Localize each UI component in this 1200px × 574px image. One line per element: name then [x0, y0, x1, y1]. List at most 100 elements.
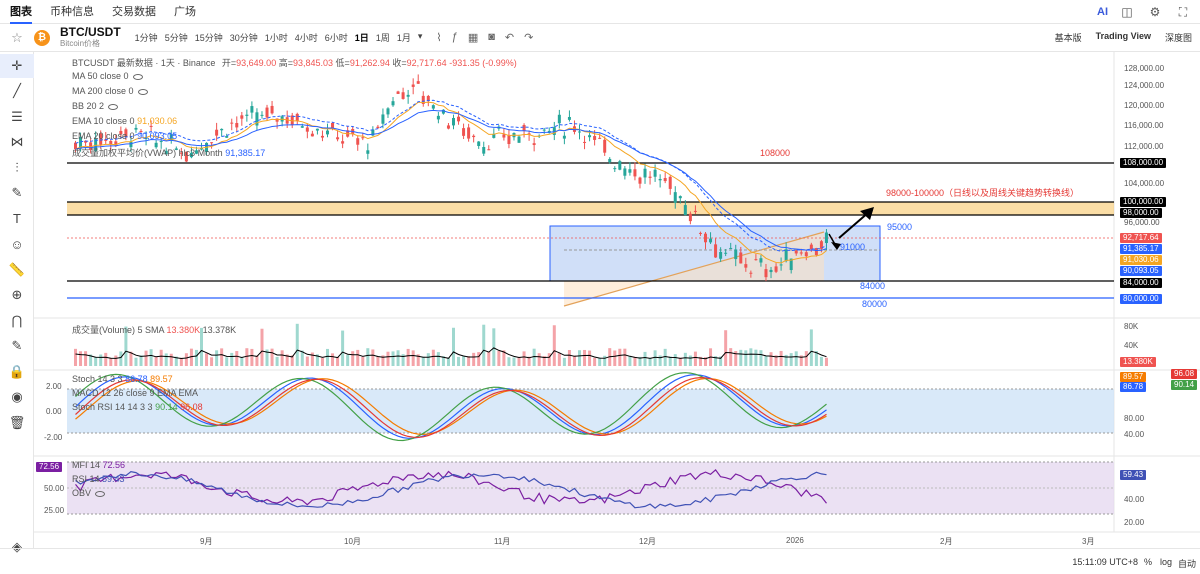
interval-1d[interactable]: 1日 [354, 33, 369, 43]
undo-icon[interactable]: ↶ [504, 32, 515, 44]
settings-icon[interactable]: ⚙ [1149, 5, 1161, 19]
volume-bar [799, 355, 803, 366]
ma200-legend[interactable]: MA 200 close 0 [72, 86, 148, 96]
interval-1h[interactable]: 1小时 [264, 33, 288, 43]
candle-body [220, 128, 224, 131]
chart-area[interactable]: BTCUSDT 最新数据 · 1天 · Binance 开=93,649.00 … [34, 52, 1200, 548]
screenshot-icon[interactable]: ◙ [488, 31, 495, 43]
ma50-legend[interactable]: MA 50 close 0 [72, 71, 143, 81]
measure-icon[interactable]: ⫶ [15, 159, 19, 175]
volume-bar [814, 351, 818, 366]
crosshair-icon[interactable]: ✛ [0, 53, 34, 78]
log-toggle[interactable]: log [1159, 557, 1172, 567]
volume-bar [542, 356, 546, 366]
tab-square[interactable]: 广场 [174, 5, 196, 18]
stoch-legend[interactable]: Stoch 14 3 3 86.78 89.57 [72, 374, 173, 384]
camera-icon[interactable]: ◫ [1121, 5, 1133, 19]
interval-6h[interactable]: 6小时 [324, 33, 348, 43]
candle-body [159, 141, 163, 143]
interval-4h[interactable]: 4小时 [294, 33, 318, 43]
ai-button[interactable]: AI [1097, 6, 1108, 18]
chart-type-icon[interactable]: ⌇ [436, 32, 442, 44]
volume-bar [200, 327, 203, 366]
ohlc-legend: BTCUSDT 最新数据 · 1天 · Binance 开=93,649.00 … [72, 56, 517, 69]
fullscreen-icon[interactable]: ⛶ [1178, 4, 1188, 19]
volume-bar [764, 355, 768, 366]
auto-toggle[interactable]: 自动 [1177, 559, 1196, 569]
view-basic[interactable]: 基本版 [1054, 33, 1082, 43]
interval-1m[interactable]: 1分钟 [134, 33, 158, 43]
magnet-icon[interactable]: ⋂ [11, 312, 23, 328]
chart-canvas[interactable] [34, 52, 1200, 548]
volume-bar [164, 353, 168, 366]
emoji-icon[interactable]: ☺ [10, 236, 24, 252]
interval-1mo[interactable]: 1月 [396, 33, 411, 43]
candle-body [326, 130, 329, 135]
rsi-legend[interactable]: RSI 14 59.43 [72, 474, 125, 484]
volume-bar [406, 348, 410, 366]
trendline-icon[interactable]: ╱ [13, 83, 21, 98]
visibility-icon[interactable]: ◉ [11, 389, 23, 404]
time-tick: 2月 [940, 537, 953, 546]
trash-icon[interactable]: 🗑 [8, 414, 26, 430]
stochrsi-legend[interactable]: Stoch RSI 14 14 3 3 90.14 96.08 [72, 402, 203, 412]
ema10-legend[interactable]: EMA 10 close 0 91,030.06 [72, 116, 178, 126]
interval-5m[interactable]: 5分钟 [164, 33, 188, 43]
interval-dropdown-icon[interactable]: ▾ [417, 31, 423, 41]
interval-1w[interactable]: 1周 [375, 33, 390, 43]
percent-toggle[interactable]: % [1143, 557, 1152, 567]
symbol-selector[interactable]: BTC/USDT Bitcoin价格 [60, 26, 121, 49]
candle-body [734, 249, 738, 260]
indicators-icon[interactable]: ƒ [451, 31, 458, 43]
redo-icon[interactable]: ↷ [524, 32, 534, 44]
volume-bar [104, 352, 108, 366]
ema20-legend[interactable]: EMA 20 close 0 90,093.05 [72, 131, 178, 141]
view-depth[interactable]: 深度图 [1164, 33, 1192, 43]
favorite-star-icon[interactable]: ☆ [11, 29, 23, 45]
obv-legend[interactable]: OBV [72, 488, 106, 498]
candle-body [124, 129, 128, 137]
candle-body [618, 161, 622, 170]
view-tradingview[interactable]: Trading View [1095, 31, 1151, 41]
volume-bar [255, 355, 259, 366]
price-tick: 120,000.00 [1124, 101, 1165, 110]
tab-trade-data[interactable]: 交易数据 [112, 5, 156, 18]
pattern-icon[interactable]: ⋈ [10, 134, 24, 149]
volume-bar [436, 352, 440, 366]
volume-bar [572, 355, 576, 366]
volume-legend[interactable]: 成交量(Volume) 5 SMA 13.380K 13.378K [72, 325, 237, 335]
volume-bar [754, 349, 758, 366]
volume-bar [819, 356, 823, 366]
text-icon[interactable]: T [13, 211, 21, 226]
candle-body [653, 169, 657, 177]
chart-toolbar: ☆ ₿ BTC/USDT Bitcoin价格 1分钟 5分钟 15分钟 30分钟… [0, 24, 1200, 52]
tag-108000: 108,000.00 [1120, 158, 1167, 168]
lock-icon[interactable]: 🔒 [8, 363, 26, 379]
tag-84000: 84,000.00 [1120, 278, 1162, 288]
tag-close: 92,717.64 [1120, 233, 1162, 243]
bb-legend[interactable]: BB 20 2 [72, 101, 119, 111]
horizontal-lines-icon[interactable]: ☰ [11, 108, 23, 124]
volume-bar [396, 350, 400, 366]
tab-chart[interactable]: 图表 [10, 0, 32, 24]
vwap-legend[interactable]: 成交量加权平均价(VWAP) hlc3 Month 91,385.17 [72, 148, 266, 158]
brush-icon[interactable]: ✎ [11, 185, 23, 200]
ruler-icon[interactable]: 📏 [8, 261, 26, 277]
lock-drawing-icon[interactable]: ✎ [11, 338, 23, 353]
interval-30m[interactable]: 30分钟 [229, 33, 258, 43]
mfi-legend[interactable]: MFI 14 72.56 [72, 460, 126, 470]
candle-body [683, 205, 687, 216]
volume-bar [774, 355, 778, 366]
volume-bar [99, 354, 103, 366]
layout-icon[interactable]: ▦ [467, 32, 479, 44]
candle-body [215, 129, 219, 136]
tab-coin-info[interactable]: 币种信息 [50, 5, 94, 18]
volume-bar [658, 355, 662, 366]
macd-legend[interactable]: MACD 12 26 close 9 EMA EMA [72, 388, 199, 398]
candle-body [583, 141, 587, 143]
candle-body [426, 95, 430, 102]
zoom-in-icon[interactable]: ⊕ [11, 287, 23, 302]
interval-15m[interactable]: 15分钟 [194, 33, 223, 43]
candle-body [225, 136, 229, 138]
layers-icon[interactable]: ◈ [12, 538, 22, 554]
